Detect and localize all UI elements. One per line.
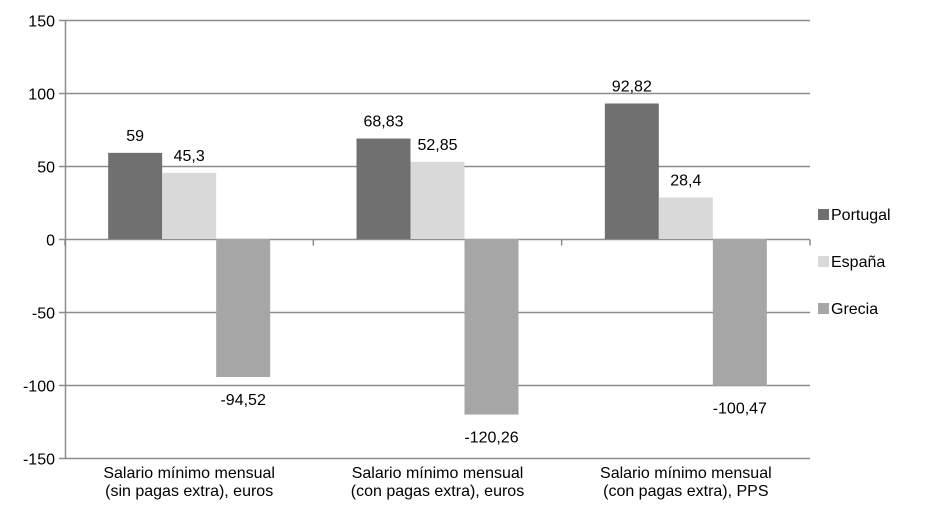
legend-swatch-grecia <box>818 303 829 314</box>
axes: 150 100 50 0 -50 -100 -150 Salario mínimo mensu… <box>23 14 811 500</box>
data-label: 28,4 <box>670 173 701 190</box>
data-label: -120,26 <box>464 430 518 447</box>
data-label: 92,82 <box>612 78 652 95</box>
y-tick-label: -150 <box>23 452 55 469</box>
gridlines <box>59 19 810 460</box>
bar-portugal <box>604 103 659 239</box>
y-tick-label: -50 <box>32 306 55 323</box>
category-label: Salario mínimo mensual <box>352 465 524 482</box>
y-tick-label: 150 <box>28 14 55 31</box>
data-label: -100,47 <box>713 401 767 418</box>
bar-grecia <box>712 239 767 386</box>
bars <box>108 103 767 415</box>
category-label: Salario mínimo mensual <box>103 465 275 482</box>
data-label: 59 <box>126 128 144 145</box>
y-tick-label: -100 <box>23 379 55 396</box>
category-label: (con pagas extra), euros <box>351 483 524 500</box>
bar-portugal <box>356 138 411 239</box>
bar-españa <box>410 161 465 239</box>
category-label: (sin pagas extra), euros <box>105 483 273 500</box>
data-label: -94,52 <box>220 392 265 409</box>
y-tick-label: 100 <box>28 87 55 104</box>
data-label: 52,85 <box>417 137 457 154</box>
data-label: 68,83 <box>363 114 403 131</box>
y-tick-label: 50 <box>37 160 55 177</box>
legend-swatch-españa <box>818 256 829 267</box>
bar-españa <box>658 197 713 239</box>
bar-españa <box>162 172 217 239</box>
y-tick-label: 0 <box>46 233 55 250</box>
category-label: (con pagas extra), PPS <box>603 483 768 500</box>
bar-grecia <box>216 239 271 377</box>
data-labels: 59 45,3 -94,52 68,83 52,85 -120,26 92,82 28,4 -1… <box>126 78 767 446</box>
legend-label: Portugal <box>831 207 891 224</box>
legend-label: Grecia <box>831 301 878 318</box>
data-label: 45,3 <box>174 148 205 165</box>
bar-portugal <box>108 152 163 239</box>
legend-swatch-portugal <box>818 209 829 220</box>
category-label: Salario mínimo mensual <box>600 465 772 482</box>
legend-label: España <box>831 254 885 271</box>
bar-grecia <box>464 239 519 415</box>
legend: Portugal España Grecia <box>818 207 891 318</box>
